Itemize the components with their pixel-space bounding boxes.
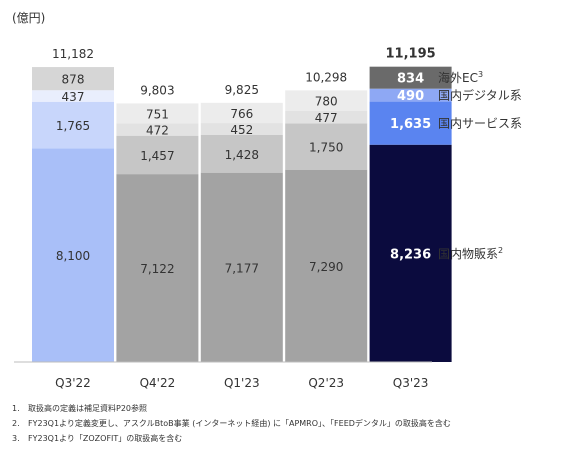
data-label-overseas-ec: 878 bbox=[62, 73, 85, 87]
bar-segment-domestic-services bbox=[32, 101, 114, 149]
legend-label-domestic-digital: 国内デジタル系 bbox=[438, 88, 522, 103]
bar-segment-domestic-services bbox=[116, 135, 199, 175]
data-label-domestic-goods: 8,236 bbox=[390, 247, 431, 262]
bar-segment-domestic-digital bbox=[116, 123, 199, 136]
data-label-domestic-digital: 472 bbox=[146, 123, 169, 137]
footnotes: 1. 取扱高の定義は補足資料P20参照 2. FY23Q1より定義変更し、アスクルB… bbox=[12, 401, 451, 446]
total-label: 11,195 bbox=[386, 47, 436, 62]
total-label: 11,182 bbox=[52, 47, 94, 61]
bar-group-1: 8,100 1,765 437 878 11,182 bbox=[32, 47, 114, 362]
legend-label-overseas-ec: 海外EC3 bbox=[438, 70, 483, 85]
bar-segment-domestic-services bbox=[285, 123, 368, 170]
bar-segment-domestic-goods bbox=[32, 148, 114, 362]
bar-segment-domestic-services bbox=[200, 135, 283, 173]
unit-label: (億円) bbox=[12, 11, 45, 25]
data-label-domestic-digital: 437 bbox=[62, 90, 85, 104]
bar-segment-overseas-ec bbox=[32, 67, 114, 91]
data-label-domestic-services: 1,457 bbox=[140, 149, 174, 163]
x-tick-label: Q3'22 bbox=[55, 376, 91, 390]
data-label-domestic-services: 1,765 bbox=[56, 119, 90, 133]
bar-segment-domestic-digital bbox=[200, 123, 283, 135]
x-tick-label: Q3'23 bbox=[393, 376, 429, 390]
data-label-domestic-digital: 452 bbox=[230, 123, 253, 137]
bar-segment-domestic-digital bbox=[32, 90, 114, 102]
total-label: 9,825 bbox=[225, 83, 259, 97]
stacked-bar-chart: (億円) 8,100 1,765 437 878 11,182 7,122 1,457 472… bbox=[12, 11, 522, 390]
legend-footnote-marker: 2 bbox=[498, 246, 503, 255]
data-label-overseas-ec: 751 bbox=[146, 107, 169, 121]
bar-segment-domestic-digital bbox=[285, 110, 368, 124]
footnote-number: 1. bbox=[12, 404, 20, 413]
bar-segment-domestic-goods bbox=[116, 174, 199, 362]
footnote-text: FY23Q1より定義変更し、アスクルBtoB事業 (インターネット経由) に「A… bbox=[28, 419, 451, 428]
data-label-overseas-ec: 834 bbox=[397, 72, 424, 87]
legend-label-domestic-services: 国内サービス系 bbox=[438, 117, 522, 131]
bar-segment-domestic-services bbox=[369, 101, 452, 145]
bar-segment-overseas-ec bbox=[285, 90, 368, 111]
bar-segment-domestic-digital bbox=[369, 88, 452, 102]
bar-segment-domestic-goods bbox=[285, 169, 368, 362]
legend-footnote-marker: 3 bbox=[478, 70, 483, 79]
data-label-domestic-goods: 7,122 bbox=[140, 262, 174, 276]
bar-segment-domestic-goods bbox=[369, 144, 452, 362]
x-tick-label: Q4'22 bbox=[140, 376, 176, 390]
data-label-domestic-goods: 8,100 bbox=[56, 249, 90, 263]
x-tick-label: Q2'23 bbox=[308, 376, 344, 390]
bar-segment-overseas-ec bbox=[116, 103, 199, 124]
bar-segment-overseas-ec bbox=[200, 102, 283, 124]
bar-group-3: 7,177 1,428 452 766 9,825 bbox=[200, 83, 283, 362]
total-label: 9,803 bbox=[140, 83, 174, 97]
bar-segment-overseas-ec bbox=[369, 66, 452, 89]
legend-label-domestic-goods: 国内物販系2 bbox=[438, 246, 503, 261]
x-tick-label: Q1'23 bbox=[224, 376, 260, 390]
total-label: 10,298 bbox=[305, 70, 347, 84]
footnote-2: 2. FY23Q1より定義変更し、アスクルBtoB事業 (インターネット経由) に… bbox=[12, 416, 451, 431]
bar-group-4: 7,290 1,750 477 780 10,298 bbox=[285, 70, 368, 362]
bar-segment-domestic-goods bbox=[200, 172, 283, 362]
data-label-overseas-ec: 780 bbox=[315, 95, 338, 109]
data-label-domestic-services: 1,635 bbox=[390, 117, 431, 132]
footnote-3: 3. FY23Q1より「ZOZOFIT」の取扱高を含む bbox=[12, 431, 451, 446]
data-label-domestic-services: 1,750 bbox=[309, 141, 343, 155]
footnote-text: FY23Q1より「ZOZOFIT」の取扱高を含む bbox=[28, 434, 183, 443]
data-label-domestic-digital: 490 bbox=[397, 89, 424, 104]
bar-group-2: 7,122 1,457 472 751 9,803 bbox=[116, 83, 199, 362]
footnote-number: 2. bbox=[12, 419, 20, 428]
bar-group-5: 8,236 1,635 490 834 11,195 bbox=[369, 47, 452, 362]
footnote-1: 1. 取扱高の定義は補足資料P20参照 bbox=[12, 401, 451, 416]
footnote-text: 取扱高の定義は補足資料P20参照 bbox=[28, 404, 148, 413]
data-label-overseas-ec: 766 bbox=[230, 107, 253, 121]
data-label-domestic-digital: 477 bbox=[315, 111, 338, 125]
data-label-domestic-goods: 7,177 bbox=[225, 261, 259, 275]
data-label-domestic-services: 1,428 bbox=[225, 148, 259, 162]
data-label-domestic-goods: 7,290 bbox=[309, 260, 343, 274]
footnote-number: 3. bbox=[12, 434, 20, 443]
